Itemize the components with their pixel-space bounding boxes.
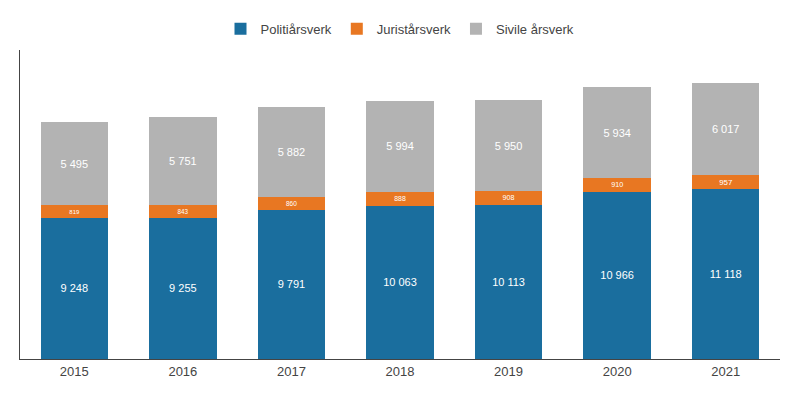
svg-text:2021: 2021 bbox=[711, 364, 740, 379]
svg-text:843: 843 bbox=[178, 208, 189, 215]
svg-text:9 791: 9 791 bbox=[278, 278, 306, 290]
svg-text:2017: 2017 bbox=[277, 364, 306, 379]
svg-text:10 966: 10 966 bbox=[600, 269, 634, 281]
svg-text:6 017: 6 017 bbox=[712, 123, 740, 135]
svg-text:5 751: 5 751 bbox=[169, 155, 197, 167]
svg-text:908: 908 bbox=[503, 194, 515, 202]
svg-text:9 248: 9 248 bbox=[61, 282, 89, 294]
svg-text:5 882: 5 882 bbox=[278, 146, 306, 158]
svg-text:10 113: 10 113 bbox=[492, 276, 525, 288]
svg-text:2018: 2018 bbox=[386, 364, 415, 379]
svg-text:819: 819 bbox=[69, 209, 80, 215]
svg-text:910: 910 bbox=[611, 180, 623, 189]
svg-text:5 950: 5 950 bbox=[495, 140, 523, 152]
svg-text:5 934: 5 934 bbox=[603, 127, 631, 139]
svg-text:5 994: 5 994 bbox=[386, 140, 414, 152]
svg-text:2015: 2015 bbox=[60, 364, 89, 379]
svg-text:2019: 2019 bbox=[494, 364, 523, 379]
svg-text:2020: 2020 bbox=[603, 364, 632, 379]
svg-text:5 495: 5 495 bbox=[61, 158, 89, 170]
svg-text:888: 888 bbox=[394, 195, 406, 202]
svg-text:2016: 2016 bbox=[168, 364, 197, 379]
svg-text:10 063: 10 063 bbox=[383, 276, 417, 288]
svg-text:Sivile årsverk: Sivile årsverk bbox=[496, 22, 574, 37]
svg-text:11 118: 11 118 bbox=[710, 268, 742, 280]
svg-text:957: 957 bbox=[719, 178, 732, 187]
svg-text:Politiårsverk: Politiårsverk bbox=[261, 22, 332, 37]
svg-text:9 255: 9 255 bbox=[169, 282, 197, 294]
svg-text:Juristårsverk: Juristårsverk bbox=[377, 22, 451, 37]
svg-text:860: 860 bbox=[286, 200, 297, 207]
